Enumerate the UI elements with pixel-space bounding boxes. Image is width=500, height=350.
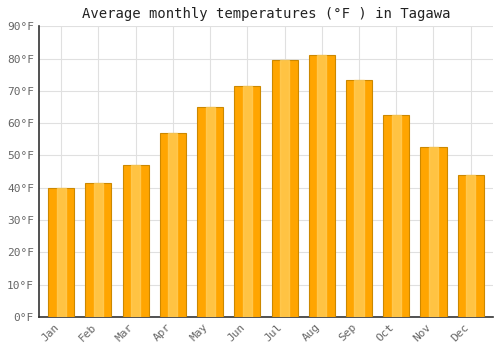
Bar <box>48 188 74 317</box>
Bar <box>168 133 177 317</box>
Bar <box>392 115 401 317</box>
Bar <box>272 60 297 317</box>
Bar <box>94 183 103 317</box>
Bar <box>56 188 66 317</box>
Bar <box>197 107 223 317</box>
Bar <box>466 175 475 317</box>
Bar <box>346 79 372 317</box>
Bar <box>86 183 112 317</box>
Bar <box>317 55 326 317</box>
Bar <box>280 60 289 317</box>
Bar <box>243 86 252 317</box>
Bar <box>234 86 260 317</box>
Bar <box>308 55 335 317</box>
Bar <box>131 165 140 317</box>
Bar <box>420 147 446 317</box>
Bar <box>429 147 438 317</box>
Bar <box>122 165 148 317</box>
Bar <box>354 79 364 317</box>
Bar <box>383 115 409 317</box>
Bar <box>160 133 186 317</box>
Bar <box>206 107 214 317</box>
Title: Average monthly temperatures (°F ) in Tagawa: Average monthly temperatures (°F ) in Ta… <box>82 7 450 21</box>
Bar <box>458 175 483 317</box>
